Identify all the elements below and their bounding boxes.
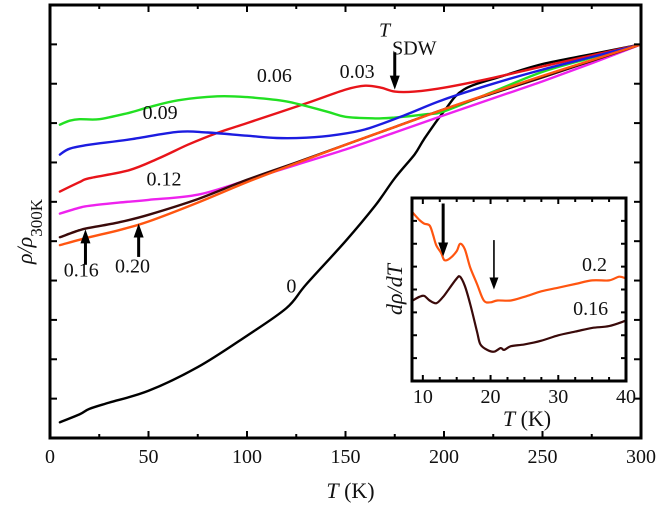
series-line-0.09 — [58, 43, 643, 156]
inset-x-tick-label: 20 — [481, 386, 501, 408]
y-axis-title: ρ/ρ300K — [12, 198, 46, 265]
inset-series-label-0.16: 0.16 — [573, 298, 608, 320]
x-axis-title: T (K) — [326, 478, 374, 503]
inset-series-label-0.2: 0.2 — [582, 254, 607, 276]
series-label-0.06: 0.06 — [257, 65, 292, 87]
x-tick-label: 150 — [331, 446, 361, 468]
series-label-0.12: 0.12 — [147, 168, 182, 190]
series-line-0.20 — [58, 43, 643, 247]
inset-plot: 10 20 30 40 T (K) dρ/dT 0.2 0.16 — [382, 196, 636, 431]
x-tick-label: 200 — [429, 446, 459, 468]
x-tick-label: 300 — [626, 446, 656, 468]
arrow-0.16-head — [80, 229, 91, 244]
inset-arrow-2-head — [489, 277, 499, 290]
tsdw-arrow-head — [389, 75, 400, 90]
inset-x-tick-label: 30 — [548, 386, 568, 408]
series-line-0.03 — [58, 43, 643, 193]
x-tick-label: 250 — [528, 446, 558, 468]
inset-series-line-0.2 — [411, 211, 627, 304]
inset-arrow-1-head — [438, 242, 449, 257]
inset-y-axis-title: dρ/dT — [382, 262, 407, 315]
x-tick-label: 0 — [45, 446, 55, 468]
arrow-0.20-head — [133, 223, 144, 238]
series-label-0.20: 0.20 — [115, 256, 150, 278]
series-label-0.16: 0.16 — [64, 260, 99, 282]
inset-x-tick-label: 10 — [413, 386, 433, 408]
x-tick-label: 100 — [232, 446, 262, 468]
series-label-0.03: 0.03 — [340, 61, 375, 83]
inset-series-line-0.16 — [412, 275, 627, 353]
inset-x-axis-title: T (K) — [503, 406, 551, 431]
series-label-0.09: 0.09 — [143, 102, 178, 124]
x-tick-label: 50 — [139, 446, 159, 468]
series-label-0: 0 — [286, 275, 296, 297]
series-line-0.12 — [58, 43, 643, 215]
inset-x-tick-label: 40 — [616, 386, 636, 408]
tsdw-label: TSDW — [379, 19, 437, 59]
